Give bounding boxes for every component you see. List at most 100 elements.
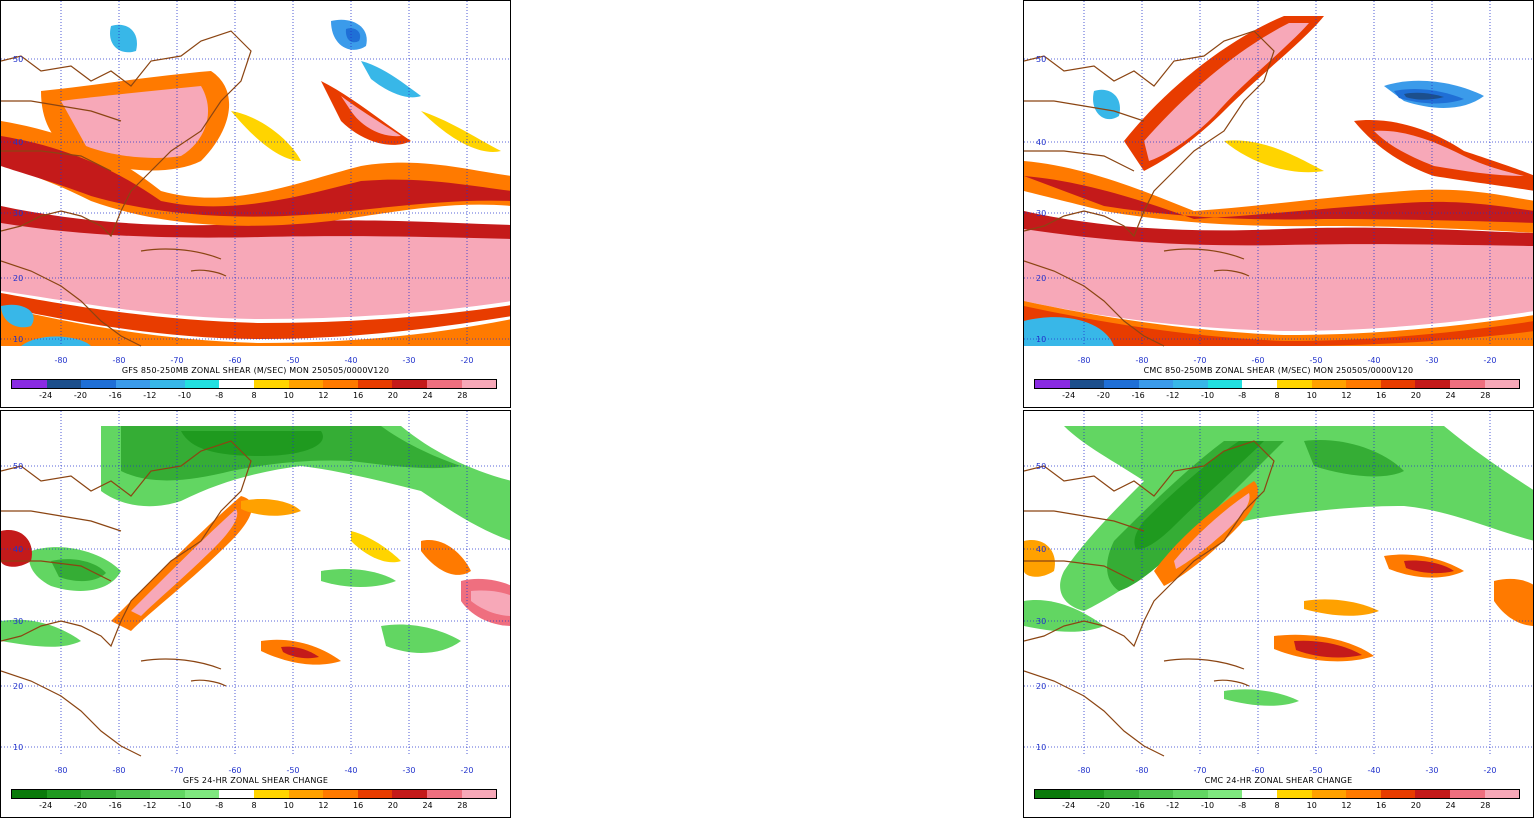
legend-swatch: [115, 380, 151, 388]
legend-swatch: [219, 380, 255, 388]
lon-label: -80: [112, 356, 125, 365]
legend-swatch: [1173, 380, 1208, 388]
legend-tick-label: -12: [1166, 801, 1180, 810]
lon-label: -70: [170, 766, 183, 775]
lat-label: 50: [1036, 462, 1046, 471]
legend-tick-label: -20: [1096, 391, 1110, 400]
lon-label: -50: [286, 356, 299, 365]
legend-tick-label: 16: [353, 391, 364, 400]
lon-label: -50: [1309, 356, 1322, 365]
cmc-change-panel: 50 40 30 20 10 -80 -80 -70 -60 -50 -40 -…: [1023, 410, 1534, 818]
legend-tick-label: -12: [1166, 391, 1180, 400]
gfs-shear-panel: 50 40 30 20 10 -80 -80 -70 -60 -50 -40 -…: [0, 0, 511, 408]
legend-tick-label: -24: [39, 391, 53, 400]
legend-tick-label: -10: [178, 391, 192, 400]
lon-label: -60: [1251, 766, 1264, 775]
legend-swatch: [461, 790, 497, 798]
lon-label: -20: [1483, 356, 1496, 365]
legend-swatch: [46, 790, 82, 798]
legend-tick-label: 28: [1480, 801, 1491, 810]
legend-swatch: [1449, 380, 1485, 388]
lat-label: 50: [13, 55, 23, 64]
legend-swatch: [150, 790, 185, 798]
legend-tick-label: -8: [1238, 801, 1247, 810]
lat-label: 20: [13, 274, 23, 283]
coastlines: [1024, 30, 1275, 347]
legend-swatch: [1380, 790, 1416, 798]
legend-tick-label: 24: [1445, 391, 1456, 400]
lat-labels: 50 40 30 20 10: [1036, 55, 1046, 344]
lon-label: -60: [228, 356, 241, 365]
lat-label: 10: [1036, 335, 1046, 344]
legend-swatch: [1277, 790, 1312, 798]
legend-tick-label: -20: [73, 801, 87, 810]
color-legend: [11, 789, 497, 799]
lon-label: -20: [460, 356, 473, 365]
legend-tick-label: -16: [108, 391, 122, 400]
legend-swatch: [1242, 790, 1278, 798]
legend-swatch: [1069, 380, 1105, 388]
legend-swatch: [1346, 790, 1381, 798]
map-caption: GFS 850-250MB ZONAL SHEAR (M/SEC) MON 25…: [121, 366, 390, 375]
legend-swatch: [219, 790, 255, 798]
lat-label: 20: [1036, 682, 1046, 691]
grid-lines: [1024, 411, 1533, 756]
lon-label: -70: [170, 356, 183, 365]
lon-label: -80: [1135, 766, 1148, 775]
legend-swatch: [184, 380, 220, 388]
map-caption: GFS 24-HR ZONAL SHEAR CHANGE: [182, 776, 329, 785]
legend-tick-label: -10: [1201, 801, 1215, 810]
legend-swatch: [81, 790, 116, 798]
color-legend: [1034, 789, 1520, 799]
legend-swatch: [254, 380, 289, 388]
lon-label: -60: [228, 766, 241, 775]
shear-field: [1024, 1, 1533, 346]
lon-label: -40: [1367, 356, 1380, 365]
legend-swatch: [357, 380, 393, 388]
color-legend: [1034, 379, 1520, 389]
legend-tick-label: -12: [143, 801, 157, 810]
legend-tick-label: -16: [1131, 391, 1145, 400]
legend-swatch: [1207, 790, 1243, 798]
legend-swatch: [288, 790, 324, 798]
lat-label: 30: [1036, 209, 1046, 218]
legend-swatch: [392, 380, 427, 388]
legend-swatch: [323, 380, 358, 388]
legend-swatch: [184, 790, 220, 798]
lon-label: -40: [344, 766, 357, 775]
lon-label: -60: [1251, 356, 1264, 365]
legend-swatch: [1104, 380, 1139, 388]
lon-label: -30: [402, 766, 415, 775]
legend-swatch: [1311, 790, 1347, 798]
legend-swatch: [115, 790, 151, 798]
legend-swatch: [1484, 380, 1520, 388]
legend-swatch: [1069, 790, 1105, 798]
legend-tick-label: 28: [457, 391, 468, 400]
cmc-shear-map: 50 40 30 20 10 -80 -80 -70 -60 -50 -40 -…: [1024, 1, 1533, 365]
lat-label: 50: [13, 462, 23, 471]
shear-field: [1, 1, 510, 346]
lon-label: -80: [1077, 356, 1090, 365]
legend-tick-label: -10: [178, 801, 192, 810]
legend-tick-label: -16: [108, 801, 122, 810]
lon-label: -30: [402, 356, 415, 365]
coastlines: [1, 30, 252, 347]
legend-tick-label: 16: [1376, 801, 1387, 810]
lon-label: -80: [112, 766, 125, 775]
legend-swatch: [323, 790, 358, 798]
legend-labels: -24 -20 -16 -12 -10 -8 8 10 12 16 20 24 28: [11, 801, 497, 811]
legend-tick-label: 20: [387, 391, 398, 400]
legend-swatch: [254, 790, 289, 798]
legend-swatch: [1138, 380, 1174, 388]
legend-swatch: [426, 380, 462, 388]
lat-label: 30: [13, 617, 23, 626]
gfs-shear-map: 50 40 30 20 10 -80 -80 -70 -60 -50 -40 -…: [1, 1, 510, 365]
legend-swatch: [81, 380, 116, 388]
legend-swatch: [1138, 790, 1174, 798]
legend-swatch: [1415, 380, 1450, 388]
legend-swatch: [12, 380, 47, 388]
legend-tick-label: 8: [251, 391, 257, 400]
lat-label: 20: [13, 682, 23, 691]
lon-labels: -80 -80 -70 -60 -50 -40 -30 -20: [54, 766, 473, 775]
legend-tick-label: -12: [143, 391, 157, 400]
